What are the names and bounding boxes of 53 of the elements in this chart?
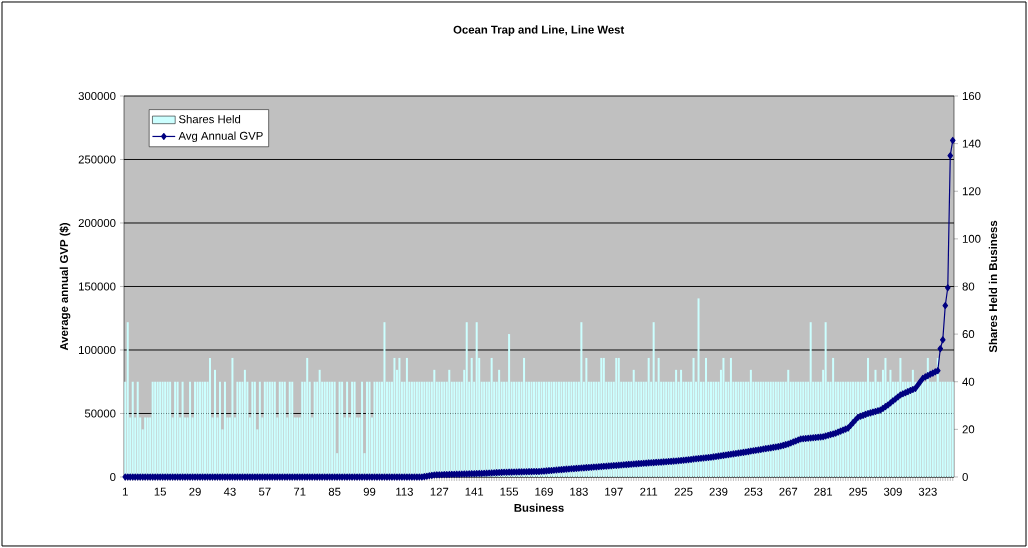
x-tick-label: 71 [294, 487, 306, 496]
y-tick-label: 150000 [79, 282, 116, 291]
x-tick-label: 295 [849, 487, 868, 496]
y2-tick-label: 60 [962, 330, 975, 339]
x-tick-label: 43 [223, 487, 236, 496]
y2-tick-label: 160 [962, 91, 981, 100]
y-axis-title: Average annual GVP ($) [59, 223, 71, 351]
legend-label: Avg Annual GVP [178, 131, 263, 143]
x-tick-label: 1 [122, 487, 128, 496]
y-tick-label: 250000 [78, 155, 116, 164]
y-tick-label: 200000 [78, 218, 116, 227]
x-tick-label: 239 [709, 487, 728, 496]
x-tick-label: 113 [396, 487, 413, 496]
x-tick-label: 155 [500, 487, 519, 496]
bar [580, 322, 583, 477]
y2-tick-label: 120 [962, 187, 981, 196]
y2-axis-title: Shares Held in Business [988, 220, 998, 353]
bar [884, 357, 887, 477]
y2-tick-label: 140 [962, 139, 981, 148]
x-tick-label: 85 [328, 487, 341, 496]
y-tick-label: 100000 [79, 345, 116, 354]
x-tick-label: 225 [674, 487, 693, 496]
x-tick-label: 169 [535, 487, 553, 496]
x-tick-label: 15 [154, 487, 166, 496]
y-tick-label: 50000 [84, 409, 116, 418]
x-tick-label: 197 [605, 487, 623, 496]
y2-tick-label: 0 [962, 472, 968, 481]
y2-tick-label: 20 [962, 425, 975, 434]
bar [692, 357, 695, 477]
x-tick-label: 281 [814, 487, 833, 496]
y-tick-label: 300000 [78, 91, 116, 100]
bar [874, 369, 877, 477]
x-tick-label: 141 [465, 487, 484, 496]
x-tick-label: 267 [779, 487, 798, 496]
x-tick-label: 323 [918, 487, 937, 496]
x-tick-label: 29 [189, 487, 201, 496]
x-tick-label: 57 [258, 487, 271, 496]
y2-tick-label: 80 [962, 282, 975, 291]
y2-tick-label: 100 [962, 234, 981, 243]
x-tick-label: 127 [430, 487, 449, 496]
x-tick-label: 183 [570, 487, 588, 496]
x-tick-label: 211 [640, 487, 658, 496]
y2-tick-label: 40 [962, 377, 975, 386]
x-axis-title: Business [514, 503, 564, 512]
chart-title: Ocean Trap and Line, Line West [453, 25, 625, 36]
bar [832, 357, 835, 477]
bar [824, 322, 827, 477]
x-tick-label: 309 [883, 487, 902, 496]
legend-label: Shares Held [178, 114, 241, 124]
y-tick-label: 0 [110, 472, 116, 481]
x-tick-label: 253 [744, 487, 763, 496]
bar [652, 322, 655, 477]
x-tick-label: 99 [363, 487, 376, 496]
